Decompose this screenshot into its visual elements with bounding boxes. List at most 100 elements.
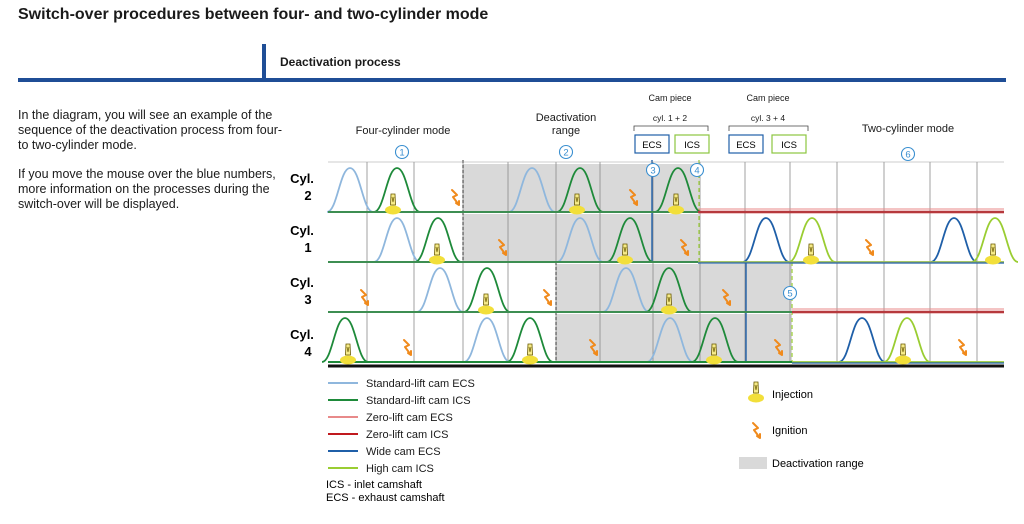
deactivation-range (463, 164, 699, 212)
injection-icon (803, 243, 819, 265)
cam-lift-curve (373, 167, 421, 213)
step-marker-label: 3 (650, 166, 655, 177)
injection-icon (522, 343, 538, 365)
four-cylinder-mode-label: Four-cylinder mode (356, 125, 451, 137)
step-marker-label: 2 (563, 148, 568, 159)
cam-lift-curve (606, 217, 654, 263)
cam-lift-curve (742, 217, 790, 263)
cam-piece-a-label: Cam piece (648, 93, 691, 103)
legend-deactivation-range: Deactivation range (739, 457, 864, 470)
svg-text:3: 3 (304, 292, 311, 307)
legend-item: Zero-lift cam ICS (328, 429, 449, 441)
abbreviation-ics: ICS - inlet camshaft (326, 479, 422, 491)
shaft-box-ecs-a: ECS (634, 134, 670, 154)
cam-lift-curve (930, 217, 978, 263)
ignition-icon (865, 239, 874, 256)
injection-icon (617, 243, 633, 265)
cam-lift-curve (971, 217, 1019, 263)
injection-icon (429, 243, 445, 265)
ignition-icon (403, 339, 412, 356)
header-rule (18, 78, 1006, 82)
legend-item: Standard-lift cam ECS (328, 378, 475, 390)
section-tab-marker (262, 44, 266, 78)
intro-paragraph-1: In the diagram, you will see an example … (18, 108, 283, 152)
ignition-icon (774, 339, 783, 356)
svg-text:ECS: ECS (736, 140, 756, 151)
ignition-icon (589, 339, 598, 356)
cam-piece-a-bracket (633, 125, 709, 131)
cam-lift-curve (463, 317, 511, 363)
cam-lift-curve (691, 317, 739, 363)
step-marker-6[interactable]: 6 (900, 146, 916, 162)
cam-lift-curve (321, 317, 369, 363)
svg-text:ICS: ICS (781, 140, 797, 151)
line-legend: Standard-lift cam ECS Standard-lift cam I… (328, 378, 475, 475)
svg-text:2: 2 (304, 188, 311, 203)
legend-item: Wide cam ECS (328, 446, 441, 458)
abbreviation-ecs: ECS - exhaust camshaft (326, 492, 445, 504)
injection-icon (895, 343, 911, 365)
legend-item: Standard-lift cam ICS (328, 395, 471, 407)
shaft-box-ecs-b: ECS (728, 134, 764, 154)
injection-icon (385, 193, 401, 215)
shaft-box-ics-b: ICS (771, 134, 807, 154)
svg-text:Deactivation range: Deactivation range (772, 458, 864, 470)
svg-text:Cyl.: Cyl. (290, 171, 314, 186)
legend-ignition: Ignition (752, 422, 807, 439)
legend-label: Wide cam ECS (366, 446, 441, 458)
page-title: Switch-over procedures between four- and… (18, 6, 489, 23)
injection-icon (985, 243, 1001, 265)
injection-icon (668, 193, 684, 215)
legend-label: Standard-lift cam ECS (366, 378, 475, 390)
cam-lift-curve (326, 167, 374, 213)
step-marker-4[interactable]: 4 (689, 162, 705, 178)
deactivation-range-label-1: Deactivation (536, 112, 597, 124)
step-marker-label: 4 (694, 166, 699, 177)
injection-icon (340, 343, 356, 365)
ignition-icon (498, 239, 507, 256)
ignition-icon (543, 289, 552, 306)
legend-label: Zero-lift cam ECS (366, 412, 453, 424)
intro-paragraph-2: If you move the mouse over the blue numb… (18, 167, 276, 211)
cam-lift-curve (373, 217, 421, 263)
cam-lift-curve (556, 167, 604, 213)
ignition-icon (451, 189, 460, 206)
step-marker-3[interactable]: 3 (645, 162, 661, 178)
injection-icon (569, 193, 585, 215)
cam-lift-curve (506, 317, 554, 363)
legend-label: Standard-lift cam ICS (366, 395, 471, 407)
cam-lift-curve (883, 317, 931, 363)
ignition-icon (360, 289, 369, 306)
legend-item: High cam ICS (328, 463, 434, 475)
svg-text:Cyl.: Cyl. (290, 223, 314, 238)
deactivation-range-label-2: range (552, 125, 580, 137)
step-marker-5[interactable]: 5 (782, 285, 798, 301)
cam-curves (321, 167, 1019, 363)
step-marker-1[interactable]: 1 (394, 144, 410, 160)
legend-label: High cam ICS (366, 463, 434, 475)
cam-piece-b-cylinders: cyl. 3 + 4 (751, 113, 786, 123)
legend-item: Zero-lift cam ECS (328, 412, 453, 424)
cam-piece-b-bracket (728, 125, 809, 131)
step-marker-2[interactable]: 2 (558, 144, 574, 160)
svg-text:Injection: Injection (772, 389, 813, 401)
svg-text:1: 1 (304, 240, 311, 255)
legend-injection: Injection (748, 381, 813, 403)
cam-lift-curve (602, 267, 650, 313)
section-tab-title: Deactivation process (280, 55, 401, 69)
row-label-cyl-3: Cyl. 3 (290, 275, 314, 307)
svg-text:4: 4 (304, 344, 312, 359)
intro-text: In the diagram, you will see an example … (18, 108, 288, 226)
injection-icon (748, 381, 764, 403)
cam-lift-curve (463, 267, 511, 313)
row-label-cyl-1: Cyl. 1 (290, 223, 314, 255)
cam-lift-curve (556, 217, 604, 263)
ignition-icon (752, 422, 761, 439)
event-symbols (340, 189, 1001, 365)
cam-lift-curve (416, 267, 464, 313)
cam-lift-curve (646, 317, 694, 363)
cam-lift-curve (414, 217, 462, 263)
ignition-icon (722, 289, 731, 306)
legend-label: Zero-lift cam ICS (366, 429, 449, 441)
